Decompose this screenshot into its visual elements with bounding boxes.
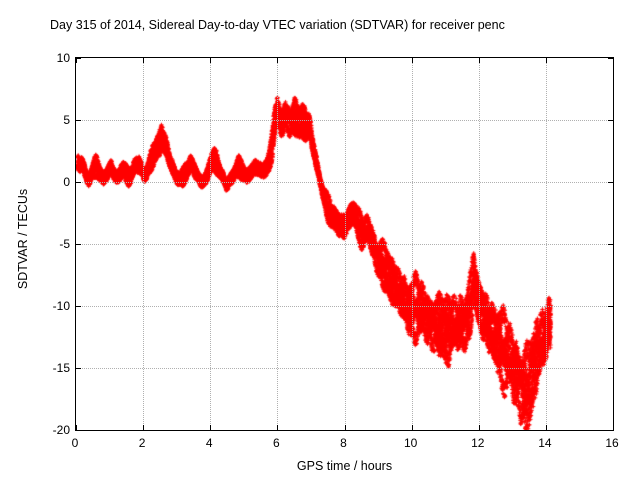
y-tick-mark [608,430,613,431]
x-tick-mark [411,58,413,63]
x-tick-label: 10 [403,436,418,450]
gridline-vertical [210,58,212,430]
y-axis-tick-labels: -20 -15 -10 -5 0 5 10 [25,51,70,437]
x-tick-mark [478,425,480,430]
y-tick-mark [76,430,81,431]
x-tick-label: 4 [205,436,213,450]
y-tick-mark [76,306,81,307]
y-tick-label: 10 [56,51,70,65]
x-tick-label: 0 [71,436,79,450]
y-tick-mark [608,244,613,245]
y-tick-mark [608,306,613,307]
gridline-vertical [478,58,480,430]
y-tick-label: -15 [52,361,70,375]
gridline-vertical [143,58,145,430]
y-tick-mark [76,58,81,59]
x-tick-label: 2 [138,436,146,450]
x-tick-mark [143,425,145,430]
chart-title: Day 315 of 2014, Sidereal Day-to-day VTE… [50,18,505,32]
x-tick-mark [344,425,346,430]
x-tick-mark [210,425,212,430]
x-tick-mark [344,58,346,63]
y-tick-label: 5 [63,113,70,127]
x-tick-mark [277,425,279,430]
x-tick-label: 14 [538,436,552,450]
x-tick-label: 6 [273,436,280,450]
y-tick-mark [76,182,81,183]
y-tick-mark [608,58,613,59]
x-tick-mark [545,425,547,430]
gridline-vertical [545,58,547,430]
x-tick-mark [277,58,279,63]
x-tick-mark [210,58,212,63]
y-tick-mark [608,368,613,369]
plot-area [75,57,614,431]
y-tick-label: 0 [63,175,70,189]
x-axis-tick-labels: 0 2 4 6 8 10 12 14 16 [72,436,619,452]
x-tick-mark [76,425,77,430]
x-tick-label: 16 [605,436,619,450]
x-tick-mark [143,58,145,63]
y-tick-label: -20 [52,423,70,437]
x-tick-mark [613,58,614,63]
y-tick-mark [76,120,81,121]
y-tick-mark [76,244,81,245]
y-tick-mark [608,182,613,183]
y-tick-label: -5 [59,237,70,251]
x-tick-label: 8 [340,436,347,450]
x-tick-mark [545,58,547,63]
x-tick-mark [411,425,413,430]
y-tick-label: -10 [52,299,70,313]
y-tick-mark [608,120,613,121]
x-tick-mark [613,425,614,430]
x-tick-mark [478,58,480,63]
y-tick-mark [76,368,81,369]
x-axis-label: GPS time / hours [296,459,393,473]
x-tick-mark [76,58,77,63]
gridline-vertical [344,58,346,430]
gridline-vertical [277,58,279,430]
gridline-vertical [411,58,413,430]
x-tick-label: 12 [471,436,485,450]
